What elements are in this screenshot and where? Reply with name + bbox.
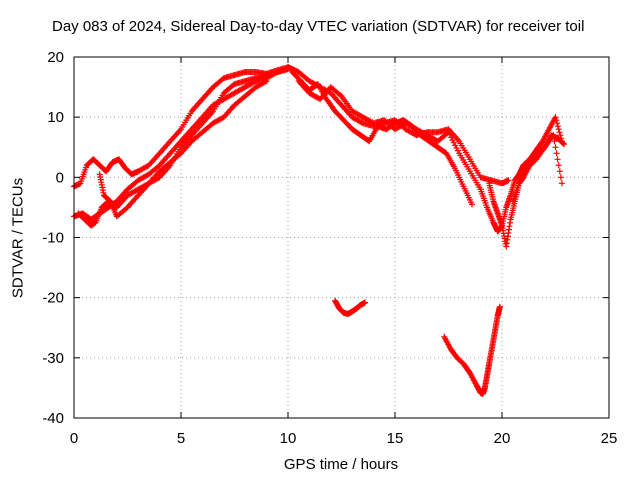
x-tick-label: 10 [280,430,297,447]
x-tick-label: 5 [177,430,185,447]
series-track-g [295,78,484,193]
series-track-f [289,69,475,208]
series-markers [289,69,475,208]
series-track-d [96,78,270,220]
grid [74,57,609,418]
series-markers [75,66,291,229]
x-axis-label: GPS time / hours [283,456,399,473]
series-markers [295,78,484,193]
y-tick-label: 0 [56,169,64,186]
series-track-c [75,66,291,229]
series-arc-2 [441,303,503,397]
y-tick-label: 20 [47,49,64,66]
x-tick-label: 15 [387,430,404,447]
series-arc-1 [332,297,368,317]
series-markers [441,303,503,397]
y-tick-label: -40 [42,410,64,427]
series-track-j [509,114,565,205]
x-tick-label: 0 [70,430,78,447]
series-markers [509,114,565,205]
axis-ticks: 0 5 10 15 20 25 -40 -30 -20 -10 0 10 20 [42,49,617,447]
x-tick-label: 20 [494,430,511,447]
chart-title: Day 083 of 2024, Sidereal Day-to-day VTE… [52,18,585,35]
series-markers [332,297,368,317]
series-markers [96,78,270,220]
y-tick-label: -30 [42,350,64,367]
data-series [71,64,568,397]
y-tick-label: 10 [47,109,64,126]
y-tick-label: -20 [42,290,64,307]
y-tick-label: -10 [42,230,64,247]
y-axis-label: SDTVAR / TECUs [9,177,27,299]
x-tick-label: 25 [601,430,618,447]
